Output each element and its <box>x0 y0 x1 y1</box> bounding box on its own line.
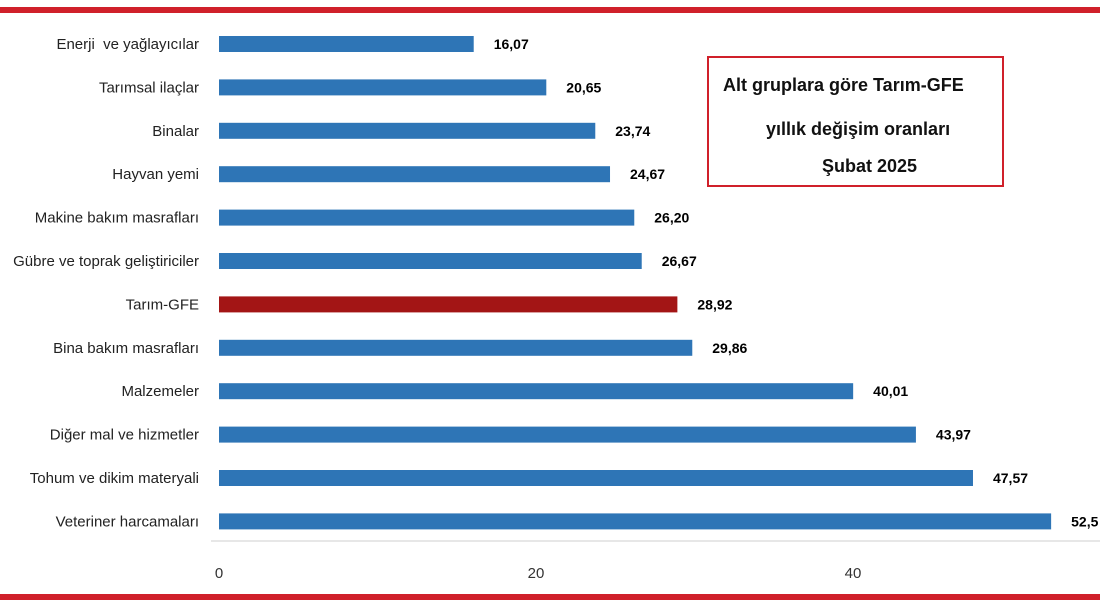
value-label-5: 26,67 <box>662 253 697 269</box>
x-tick-label-1: 20 <box>528 565 545 582</box>
category-label-5: Gübre ve toprak geliştiriciler <box>13 253 199 270</box>
bar-9 <box>219 426 916 443</box>
value-label-6: 28,92 <box>697 296 732 312</box>
bottom-red-rule <box>0 594 1100 600</box>
bar-10 <box>219 470 973 486</box>
chart-title-line-2: yıllık değişim oranları <box>766 119 951 139</box>
bar-2 <box>219 122 596 139</box>
value-label-10: 47,57 <box>993 470 1028 486</box>
bar-1 <box>219 79 547 96</box>
category-label-11: Veteriner harcamaları <box>56 513 199 530</box>
category-label-8: Malzemeler <box>121 383 199 400</box>
value-label-0: 16,07 <box>494 36 529 52</box>
category-label-4: Makine bakım masrafları <box>35 210 199 227</box>
value-labels-group: 16,07 20,65 23,74 24,67 26,20 26,67 28,92 29,86… <box>494 36 1099 529</box>
category-label-7: Bina bakım masrafları <box>53 340 199 357</box>
chart-title-box: Alt gruplara göre Tarım-GFE yıllık değiş… <box>707 56 1004 187</box>
bar-8 <box>219 383 854 400</box>
bar-11 <box>219 513 1052 530</box>
chart-title-line-1: Alt gruplara göre Tarım-GFE <box>723 75 964 95</box>
bars-group <box>219 36 1052 530</box>
category-label-3: Hayvan yemi <box>112 166 199 183</box>
category-label-9: Diğer mal ve hizmetler <box>50 427 199 444</box>
value-label-4: 26,20 <box>654 210 689 226</box>
value-label-3: 24,67 <box>630 166 665 182</box>
value-label-11: 52,5 <box>1071 513 1098 529</box>
value-label-8: 40,01 <box>873 383 908 399</box>
category-labels-group: Enerji ve yağlayıcılar Tarımsal ilaçlar Bi… <box>13 36 199 530</box>
bar-6 <box>219 296 678 313</box>
bar-0 <box>219 36 474 52</box>
category-label-10: Tohum ve dikim materyali <box>30 470 199 487</box>
value-label-2: 23,74 <box>615 123 650 139</box>
bar-5 <box>219 253 642 269</box>
x-tick-label-0: 0 <box>215 565 223 582</box>
value-label-1: 20,65 <box>566 79 601 95</box>
top-red-rule <box>0 7 1100 13</box>
category-label-6: Tarım-GFE <box>126 296 199 313</box>
category-label-1: Tarımsal ilaçlar <box>99 79 199 96</box>
bar-4 <box>219 209 635 226</box>
bar-3 <box>219 166 611 183</box>
category-label-2: Binalar <box>152 123 199 140</box>
x-tick-label-2: 40 <box>845 565 862 582</box>
category-label-0: Enerji ve yağlayıcılar <box>56 36 199 53</box>
chart-title-line-3: Şubat 2025 <box>822 156 918 176</box>
value-label-9: 43,97 <box>936 427 971 443</box>
bar-7 <box>219 339 693 356</box>
value-label-7: 29,86 <box>712 340 747 356</box>
x-tick-labels-group: 0 20 40 <box>215 565 862 582</box>
